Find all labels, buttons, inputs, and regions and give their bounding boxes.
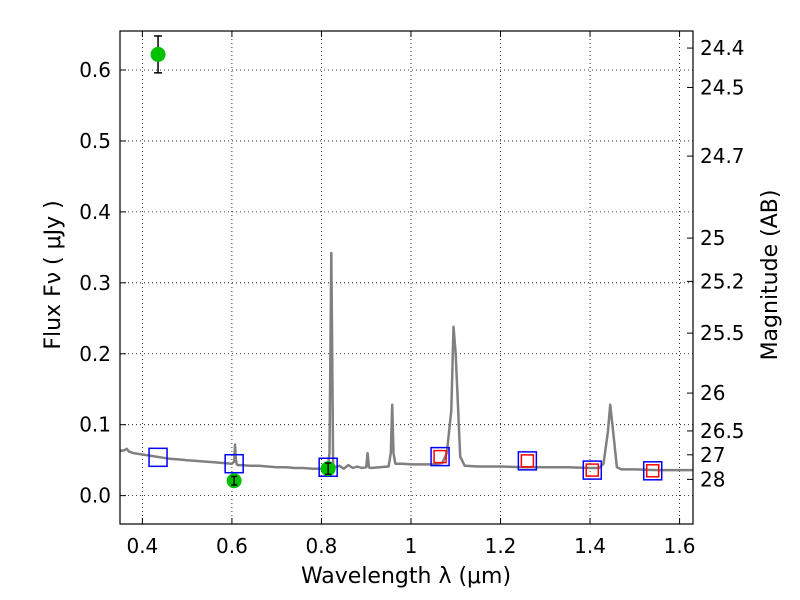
- y-tick-label: 0.2: [79, 342, 111, 366]
- mag-tick-label: 27: [700, 443, 725, 467]
- y-tick-label: 0.3: [79, 271, 111, 295]
- mag-tick-label: 28: [700, 467, 725, 491]
- data-point-green: [150, 46, 166, 62]
- x-axis-label: Wavelength λ (μm): [301, 564, 511, 589]
- y-axis-label: Flux Fν ( μJy ): [41, 200, 66, 349]
- mag-tick-label: 24.7: [700, 144, 745, 168]
- x-tick-label: 0.6: [216, 534, 248, 558]
- photometry-square-blue: [582, 460, 603, 480]
- mag-tick-label: 25.5: [700, 321, 745, 345]
- x-tick-label: 1: [405, 534, 418, 558]
- photometry-square-blue: [224, 453, 244, 474]
- y-tick-label: 0.5: [79, 129, 111, 153]
- photometry-square-red: [645, 464, 660, 478]
- x-tick-label: 1.4: [574, 534, 606, 558]
- photometry-square-blue: [318, 457, 338, 478]
- mag-tick-label: 24.5: [700, 75, 745, 99]
- photometry-square-red: [585, 463, 600, 477]
- mag-tick-label: 26.5: [700, 419, 745, 443]
- y-tick-label: 0.1: [79, 413, 111, 437]
- axis-ticks: 0.4 0.6 0.8 1 1.2 1.4 1.6 0.0 0.1 0.2 0.3 0.4 0.5 0.6…: [79, 31, 745, 558]
- y-axis-label-right: Magnitude (AB): [758, 190, 783, 361]
- photometry-square-blue: [148, 447, 168, 468]
- photometry-square-blue: [430, 446, 450, 467]
- y-tick-label: 0.6: [79, 58, 111, 82]
- axes-frame: [119, 30, 694, 525]
- x-tick-label: 1.2: [485, 534, 517, 558]
- grid-lines: [120, 31, 693, 524]
- mag-tick-label: 25: [700, 226, 725, 250]
- photometry-square-red: [433, 449, 447, 464]
- spectrum-line: [119, 251, 693, 472]
- x-tick-label: 0.4: [126, 534, 158, 558]
- x-tick-label: 1.6: [664, 534, 696, 558]
- x-tick-label: 0.8: [306, 534, 338, 558]
- mag-tick-label: 25.2: [700, 269, 745, 293]
- y-tick-label: 0.4: [79, 200, 111, 224]
- mag-tick-label: 26: [700, 381, 725, 405]
- mag-tick-label: 24.4: [700, 36, 745, 60]
- y-tick-label: 0.0: [79, 484, 111, 508]
- photometry-square-blue: [517, 451, 538, 471]
- photometry-square-blue: [642, 461, 663, 481]
- photometry-square-red: [520, 454, 535, 468]
- plot-area: [119, 35, 693, 489]
